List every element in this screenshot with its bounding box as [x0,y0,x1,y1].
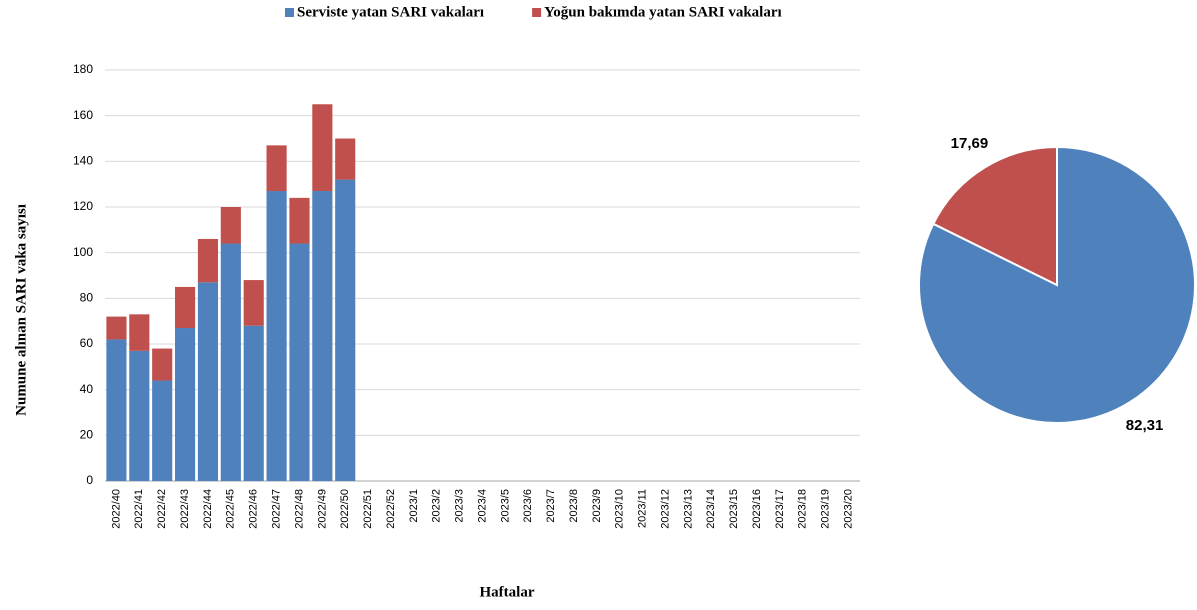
x-tick-label: 2023/15 [728,489,740,529]
x-tick-label: 2023/14 [705,489,717,529]
x-tick-label: 2023/19 [820,489,832,529]
legend-swatch [532,8,542,17]
x-tick-label: 2023/1 [408,489,420,523]
y-tick-label: 20 [80,428,94,442]
bar-segment [243,280,264,326]
bar-segment [197,238,219,283]
bar-segment [289,243,310,481]
x-tick-label: 2023/8 [568,489,580,523]
x-tick-label: 2023/2 [431,489,443,523]
x-tick-label: 2023/10 [614,489,626,529]
x-tick-label: 2023/9 [591,489,603,523]
y-tick-label: 100 [73,245,93,259]
y-axis-label: Numune alınan SARI vaka sayısı [13,204,29,416]
x-tick-label: 2023/12 [659,489,671,529]
x-tick-label: 2023/17 [774,489,786,529]
x-tick-label: 2022/44 [202,489,214,529]
bar-segment [197,282,219,481]
x-tick-label: 2022/47 [270,489,282,529]
data-label: 82,31 [1126,417,1164,434]
bar-segment [152,348,173,381]
y-tick-label: 180 [73,62,93,76]
x-tick-label: 2022/48 [293,489,305,529]
bar-segment [175,286,196,329]
x-tick-label: 2022/41 [133,489,145,529]
pie-slice [931,145,1058,287]
x-tick-label: 2022/40 [110,489,122,529]
x-tick-label: 2023/13 [682,489,694,529]
x-axis-label: Haftalar [480,584,535,600]
legend-label: Yoğun bakımda yatan SARI vakaları [544,4,782,20]
bar-segment [266,145,287,192]
bar-segment [106,339,127,481]
x-tick-label: 2022/46 [248,489,260,529]
x-tick-label: 2023/6 [522,489,534,523]
x-tick-label: 2022/43 [179,489,191,529]
y-tick-label: 60 [80,336,94,350]
x-tick-label: 2022/50 [339,489,351,529]
y-tick-label: 40 [80,382,94,396]
y-tick-label: 160 [73,108,93,122]
bar-segment [106,316,127,340]
x-tick-label: 2022/45 [225,489,237,529]
x-tick-label: 2022/51 [362,489,374,529]
y-tick-label: 80 [80,291,94,305]
x-tick-label: 2023/3 [454,489,466,523]
x-tick-label: 2022/42 [156,489,168,529]
bar-segment [175,328,196,481]
x-tick-label: 2022/49 [316,489,328,529]
bar-segment [289,197,310,244]
x-tick-label: 2023/5 [499,489,511,523]
bar-segment [152,380,173,481]
bar-segment [220,243,241,481]
bar-segment [266,191,287,481]
bar-segment [129,314,150,351]
bar-segment [312,191,333,481]
bar-segment [335,138,356,180]
bar-segment [243,325,264,481]
bar-segment [312,104,333,192]
data-label: 17,69 [951,135,989,152]
bar-segment [129,350,150,481]
legend-label: Serviste yatan SARI vakaları [297,4,484,20]
x-tick-label: 2022/52 [385,489,397,529]
bar-segment [335,179,356,481]
bar-segment [220,207,241,244]
x-tick-label: 2023/11 [637,489,649,528]
y-tick-label: 140 [73,154,93,168]
legend-swatch [285,8,294,17]
x-tick-label: 2023/18 [797,489,809,529]
x-tick-label: 2023/20 [842,489,854,529]
x-tick-label: 2023/16 [751,489,763,529]
x-tick-label: 2023/4 [476,489,488,523]
y-tick-label: 120 [73,199,93,213]
y-tick-label: 0 [86,473,93,487]
x-tick-label: 2023/7 [545,489,557,523]
